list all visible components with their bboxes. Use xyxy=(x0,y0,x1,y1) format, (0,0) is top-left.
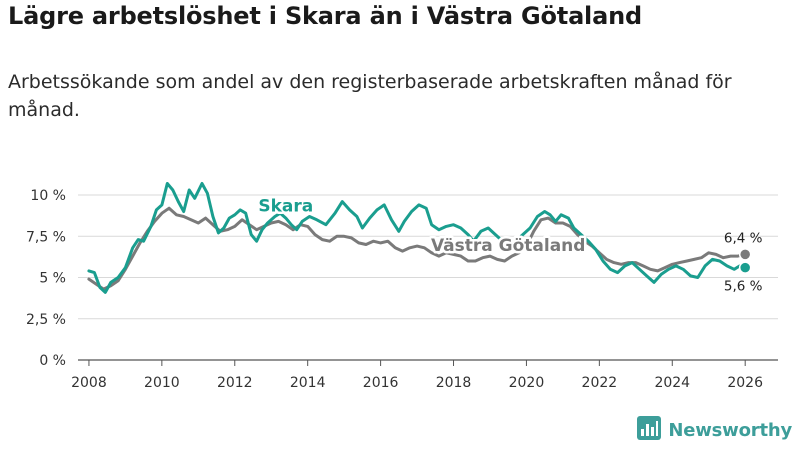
x-tick-label: 2008 xyxy=(71,375,107,391)
chart-subtitle: Arbetssökande som andel av den registerb… xyxy=(8,71,732,121)
y-tick-label: 0 % xyxy=(39,353,66,369)
series-line-skara xyxy=(87,182,747,294)
end-label-västra-götaland: 6,4 % xyxy=(724,230,763,246)
end-point-skara xyxy=(738,261,752,274)
chart-title: Lägre arbetslöshet i Skara än i Västra G… xyxy=(8,2,642,30)
y-tick-label: 2,5 % xyxy=(26,312,66,328)
x-tick-label: 2012 xyxy=(217,375,253,391)
brand-logo: Newsworthy xyxy=(636,416,792,444)
end-label-skara: 5,6 % xyxy=(724,279,763,295)
x-tick-label: 2020 xyxy=(509,375,545,391)
x-tick-label: 2016 xyxy=(363,375,399,391)
bar-chart-icon xyxy=(636,415,662,445)
series-label-västra-götaland: Västra Götaland xyxy=(431,236,586,256)
end-point-västra-götaland xyxy=(738,248,752,261)
x-tick-label: 2024 xyxy=(654,375,690,391)
y-tick-label: 7,5 % xyxy=(26,229,66,245)
x-tick-label: 2014 xyxy=(290,375,326,391)
series-line-västra-götaland xyxy=(87,206,747,291)
series-label-halo: Västra Götaland xyxy=(431,236,586,256)
y-tick-label: 5 % xyxy=(39,271,66,287)
y-tick-label: 10 % xyxy=(30,188,66,204)
x-tick-label: 2010 xyxy=(144,375,180,391)
series-label-halo: Skara xyxy=(258,197,313,217)
x-tick-label: 2018 xyxy=(436,375,472,391)
brand-name: Newsworthy xyxy=(668,419,792,441)
x-tick-label: 2026 xyxy=(727,375,763,391)
x-tick-label: 2022 xyxy=(582,375,618,391)
series-label-skara: Skara xyxy=(258,197,313,217)
